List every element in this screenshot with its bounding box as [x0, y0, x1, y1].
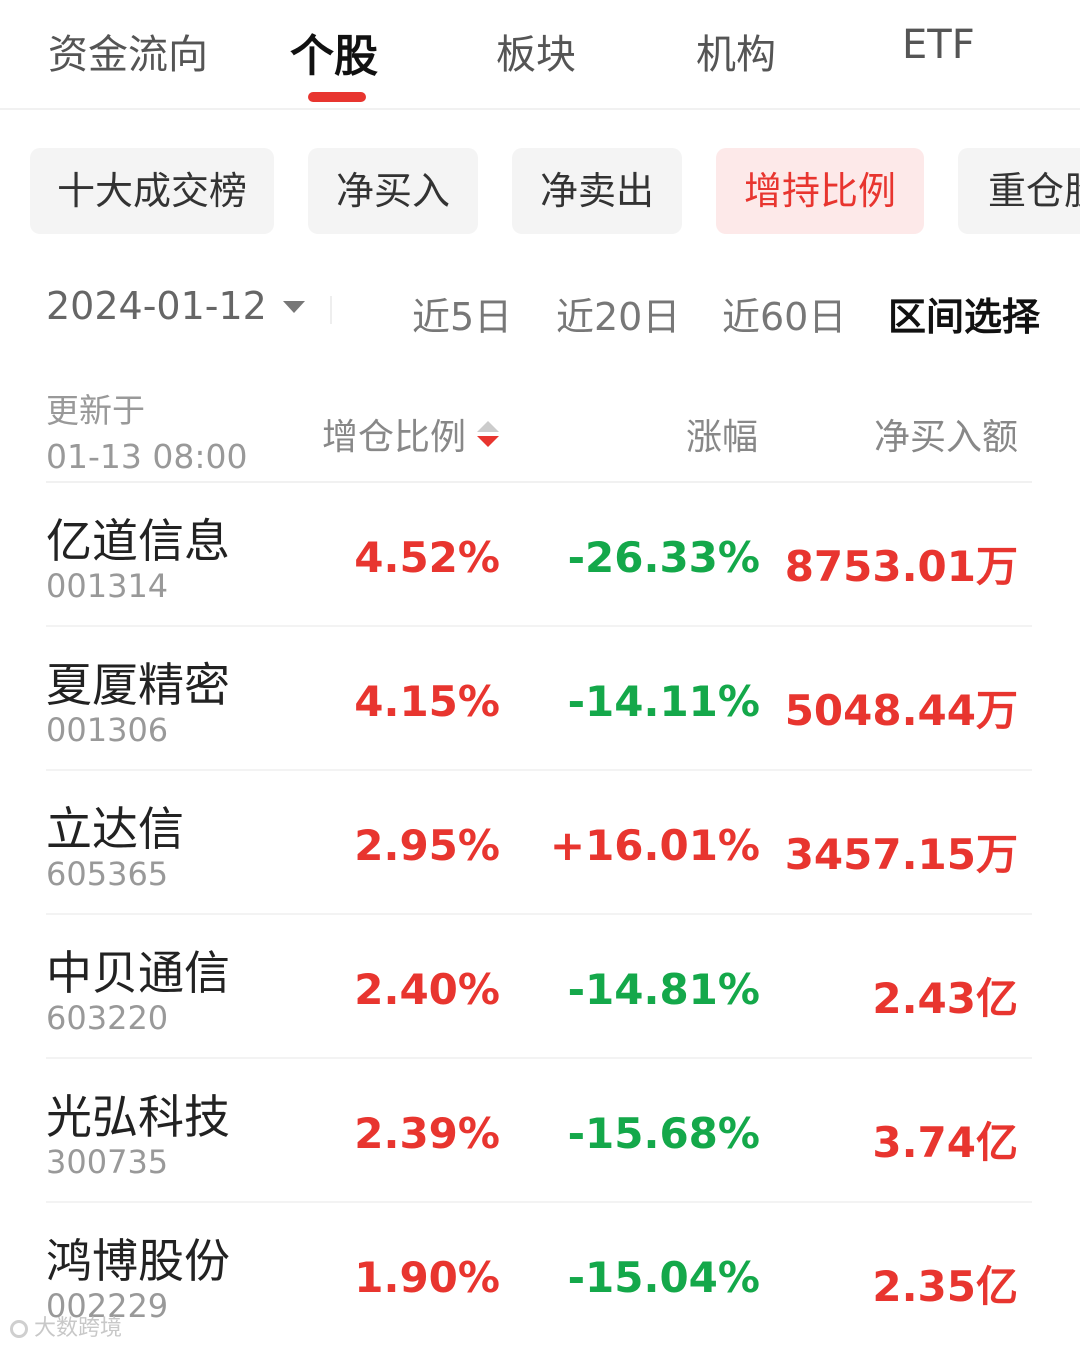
updated-time: 01-13 08:00 — [46, 437, 248, 476]
sort-icon — [476, 421, 500, 451]
watermark-logo-icon — [10, 1320, 28, 1338]
net-buy-amount: 2.43亿 — [872, 974, 1018, 1023]
date-dropdown[interactable]: 2024-01-12 — [46, 284, 305, 328]
table-row[interactable]: 立达信 605365 2.95% +16.01% 3457.15万 — [0, 771, 1080, 915]
caret-down-icon — [282, 300, 305, 313]
stock-name: 夏厦精密 — [46, 658, 230, 712]
row-divider — [46, 913, 1032, 915]
increase-ratio: 2.95% — [354, 821, 500, 870]
stock-code: 002229 — [46, 1287, 169, 1325]
row-divider — [46, 625, 1032, 627]
watermark-text: 大数跨境 — [34, 1316, 123, 1341]
tab-fund-flow[interactable]: 资金流向 — [48, 32, 208, 78]
range-60d[interactable]: 近60日 — [722, 295, 847, 339]
range-5d[interactable]: 近5日 — [412, 295, 513, 339]
row-divider — [46, 1201, 1032, 1203]
increase-ratio: 2.39% — [354, 1109, 500, 1158]
column-header-change[interactable]: 涨幅 — [685, 417, 758, 458]
stock-code: 603220 — [46, 999, 169, 1037]
stock-name: 鸿博股份 — [46, 1234, 230, 1288]
update-info: 更新于 01-13 08:00 — [46, 388, 247, 480]
active-tab-indicator — [308, 92, 366, 102]
stock-code: 605365 — [46, 855, 169, 893]
price-change: -15.04% — [567, 1253, 760, 1302]
tab-etf[interactable]: ETF — [902, 22, 975, 68]
net-buy-amount: 3457.15万 — [784, 830, 1018, 879]
stock-name: 亿道信息 — [46, 514, 230, 568]
filter-top-ten-volume[interactable]: 十大成交榜 — [30, 148, 274, 234]
stock-code: 001306 — [46, 711, 169, 749]
table-row[interactable]: 鸿博股份 002229 1.90% -15.04% 2.35亿 — [0, 1203, 1080, 1346]
column-header-ratio[interactable]: 增仓比例 — [322, 408, 500, 460]
updated-label: 更新于 — [46, 391, 145, 430]
watermark: 大数跨境 — [10, 1310, 122, 1342]
net-buy-amount: 8753.01万 — [784, 542, 1018, 591]
table-row[interactable]: 亿道信息 001314 4.52% -26.33% 8753.01万 — [0, 483, 1080, 627]
filter-net-sell[interactable]: 净卖出 — [512, 148, 682, 234]
column-ratio-label: 增仓比例 — [321, 417, 466, 458]
stock-code: 001314 — [46, 567, 169, 605]
increase-ratio: 2.40% — [354, 965, 500, 1014]
price-change: -15.68% — [567, 1109, 760, 1158]
header-divider — [46, 481, 1032, 483]
tab-sectors[interactable]: 板块 — [496, 32, 576, 78]
net-buy-amount: 3.74亿 — [872, 1118, 1018, 1167]
top-tab-bar: 资金流向 个股 板块 机构 ETF — [0, 0, 1080, 110]
price-change: -14.11% — [567, 677, 760, 726]
increase-ratio: 1.90% — [354, 1253, 500, 1302]
stock-name: 中贝通信 — [46, 946, 230, 1000]
table-row[interactable]: 光弘科技 300735 2.39% -15.68% 3.74亿 — [0, 1059, 1080, 1203]
row-divider — [46, 1057, 1032, 1059]
stock-name: 立达信 — [46, 802, 184, 856]
tab-stocks[interactable]: 个股 — [290, 31, 378, 82]
filter-heavy-holdings[interactable]: 重仓股 — [958, 148, 1080, 234]
table-row[interactable]: 中贝通信 603220 2.40% -14.81% 2.43亿 — [0, 915, 1080, 1059]
stock-code: 300735 — [46, 1143, 169, 1181]
table-row[interactable]: 夏厦精密 001306 4.15% -14.11% 5048.44万 — [0, 627, 1080, 771]
filter-holding-increase-ratio[interactable]: 增持比例 — [716, 148, 924, 234]
filter-net-buy[interactable]: 净买入 — [308, 148, 478, 234]
stock-name: 光弘科技 — [46, 1090, 230, 1144]
price-change: -14.81% — [567, 965, 760, 1014]
column-header-net-buy[interactable]: 净买入额 — [873, 417, 1018, 458]
tab-institutions[interactable]: 机构 — [696, 32, 776, 78]
date-value: 2024-01-12 — [46, 284, 267, 328]
range-20d[interactable]: 近20日 — [556, 295, 681, 339]
price-change: -26.33% — [567, 533, 760, 582]
row-divider — [46, 769, 1032, 771]
net-buy-amount: 5048.44万 — [784, 686, 1018, 735]
divider — [330, 296, 332, 324]
price-change: +16.01% — [549, 821, 760, 870]
increase-ratio: 4.52% — [354, 533, 500, 582]
range-custom[interactable]: 区间选择 — [888, 295, 1041, 339]
net-buy-amount: 2.35亿 — [872, 1262, 1018, 1311]
increase-ratio: 4.15% — [354, 677, 500, 726]
